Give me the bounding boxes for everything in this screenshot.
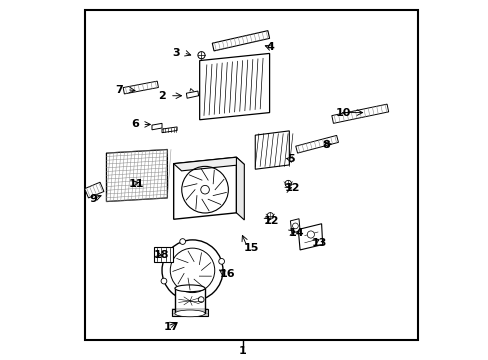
Polygon shape (162, 127, 177, 133)
Bar (154, 247, 172, 262)
Circle shape (162, 240, 223, 301)
Text: 13: 13 (311, 238, 326, 248)
Text: 7: 7 (115, 85, 123, 95)
Text: 4: 4 (265, 42, 273, 52)
Polygon shape (175, 288, 204, 314)
Circle shape (198, 51, 204, 59)
Circle shape (218, 258, 224, 264)
Text: 18: 18 (154, 250, 169, 260)
Circle shape (180, 239, 185, 244)
Polygon shape (298, 224, 322, 250)
Polygon shape (84, 182, 104, 198)
Text: 8: 8 (322, 140, 330, 150)
Text: 14: 14 (287, 228, 303, 238)
Polygon shape (186, 91, 198, 98)
Polygon shape (106, 149, 167, 202)
Circle shape (161, 278, 166, 284)
Text: 2: 2 (158, 91, 166, 101)
Polygon shape (290, 219, 300, 233)
Text: 9: 9 (89, 194, 97, 204)
Text: 1: 1 (238, 346, 246, 356)
Circle shape (292, 223, 298, 229)
Polygon shape (212, 31, 269, 51)
Text: 5: 5 (286, 154, 294, 164)
Circle shape (285, 180, 291, 187)
Ellipse shape (175, 310, 204, 317)
Circle shape (170, 248, 214, 293)
Text: 12: 12 (284, 183, 300, 193)
Polygon shape (152, 123, 162, 130)
Text: 10: 10 (335, 108, 350, 118)
Polygon shape (331, 104, 388, 123)
Circle shape (201, 185, 209, 194)
Text: 12: 12 (263, 216, 279, 226)
Polygon shape (173, 157, 244, 171)
Polygon shape (173, 157, 236, 219)
Polygon shape (255, 131, 289, 169)
Text: 3: 3 (172, 48, 180, 58)
Polygon shape (236, 157, 244, 220)
Text: 15: 15 (244, 243, 259, 253)
Circle shape (198, 297, 203, 302)
Circle shape (266, 213, 273, 219)
Ellipse shape (175, 285, 204, 292)
Polygon shape (123, 81, 158, 94)
Text: 6: 6 (131, 120, 139, 129)
Circle shape (306, 231, 314, 238)
Text: 17: 17 (163, 322, 179, 332)
Text: 11: 11 (129, 179, 144, 189)
Polygon shape (172, 309, 207, 316)
Text: 16: 16 (220, 269, 235, 279)
Polygon shape (295, 135, 338, 153)
Polygon shape (199, 53, 269, 120)
